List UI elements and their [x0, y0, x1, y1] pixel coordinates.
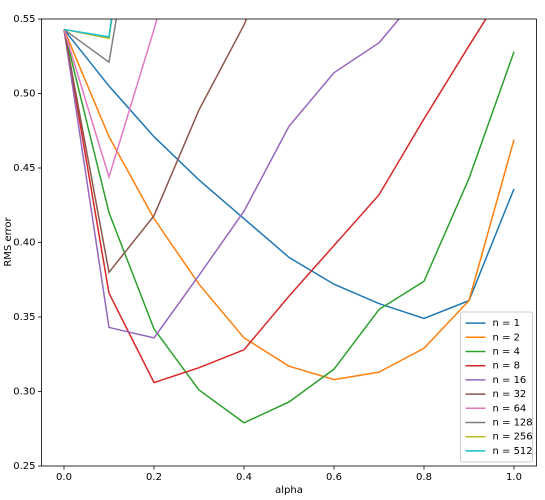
legend-label: n = 32 — [493, 389, 527, 400]
x-tick-label: 0.6 — [326, 472, 342, 483]
y-tick-label: 0.40 — [13, 238, 35, 249]
legend-label: n = 1 — [493, 318, 520, 329]
y-tick-label: 0.35 — [13, 312, 35, 323]
x-axis-label: alpha — [275, 485, 303, 496]
legend-label: n = 4 — [493, 347, 520, 358]
series-line — [63, 19, 248, 275]
x-tick-label: 0.0 — [56, 472, 72, 483]
y-tick-label: 0.55 — [13, 14, 35, 25]
series-line — [63, 19, 400, 339]
legend-label: n = 512 — [493, 446, 533, 457]
y-tick-label: 0.45 — [13, 163, 35, 174]
legend-label: n = 256 — [493, 432, 533, 443]
y-tick-label: 0.50 — [13, 89, 35, 100]
y-tick-label: 0.25 — [13, 461, 35, 472]
plot-lines — [63, 19, 515, 424]
y-axis-label: RMS error — [3, 216, 14, 266]
legend-label: n = 16 — [493, 375, 527, 386]
legend-label: n = 2 — [493, 332, 520, 343]
series-line — [63, 28, 515, 320]
series-line — [63, 19, 113, 38]
series-line — [63, 19, 118, 64]
legend-box — [460, 311, 533, 463]
legend-label: n = 64 — [493, 403, 527, 414]
x-tick-label: 0.4 — [236, 472, 252, 483]
x-tick-label: 0.8 — [416, 472, 432, 483]
series-line — [63, 29, 515, 381]
legend-label: n = 128 — [493, 418, 533, 429]
x-tick-label: 1.0 — [506, 472, 522, 483]
plot-frame — [41, 18, 537, 467]
x-tick-label: 0.2 — [146, 472, 162, 483]
legend-label: n = 8 — [493, 361, 520, 372]
y-tick-label: 0.30 — [13, 387, 35, 398]
series-line — [63, 19, 487, 384]
series-line — [63, 29, 515, 424]
series-line — [63, 19, 158, 180]
